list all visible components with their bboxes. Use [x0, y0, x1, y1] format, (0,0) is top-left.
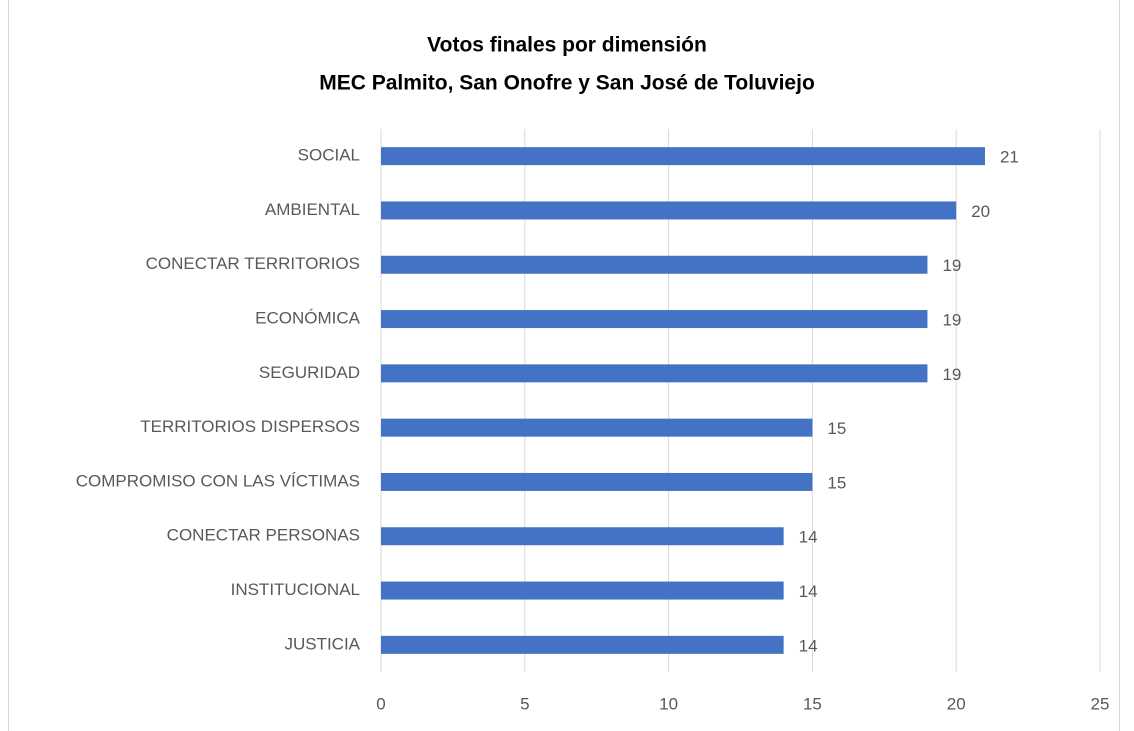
bar [381, 581, 784, 600]
data-label: 21 [1000, 148, 1019, 167]
bar [381, 255, 928, 274]
data-label: 15 [827, 419, 846, 438]
y-tick-label: JUSTICIA [284, 634, 360, 653]
data-label: 14 [799, 528, 818, 547]
data-label: 19 [942, 256, 961, 275]
data-label: 19 [942, 311, 961, 330]
data-label: 14 [799, 636, 818, 655]
y-tick-label: SOCIAL [298, 146, 360, 165]
data-label: 15 [827, 473, 846, 492]
y-tick-label: TERRITORIOS DISPERSOS [140, 417, 360, 436]
y-tick-label: ECONÓMICA [255, 309, 361, 328]
y-tick-label: COMPROMISO CON LAS VÍCTIMAS [76, 471, 360, 490]
bar [381, 147, 985, 166]
y-tick-label: INSTITUCIONAL [231, 580, 360, 599]
bar [381, 310, 928, 329]
chart-frame [8, 0, 1120, 731]
y-tick-label: AMBIENTAL [265, 200, 360, 219]
x-tick-label: 10 [659, 694, 678, 713]
bar [381, 472, 813, 491]
y-tick-label: CONECTAR TERRITORIOS [146, 254, 360, 273]
chart-title-line: MEC Palmito, San Onofre y San José de To… [319, 72, 815, 95]
x-tick-label: 5 [520, 694, 529, 713]
bar [381, 364, 928, 383]
data-label: 20 [971, 202, 990, 221]
chart-title-line: Votos finales por dimensión [427, 34, 707, 57]
data-label: 14 [799, 582, 818, 601]
y-tick-label: SEGURIDAD [259, 363, 360, 382]
x-tick-label: 20 [947, 694, 966, 713]
x-tick-label: 0 [376, 694, 385, 713]
x-tick-label: 15 [803, 694, 822, 713]
bar [381, 201, 957, 220]
bar [381, 635, 784, 654]
y-tick-label: CONECTAR PERSONAS [167, 526, 360, 545]
data-label: 19 [942, 365, 961, 384]
bar [381, 418, 813, 437]
x-tick-label: 25 [1091, 694, 1110, 713]
bar [381, 527, 784, 546]
